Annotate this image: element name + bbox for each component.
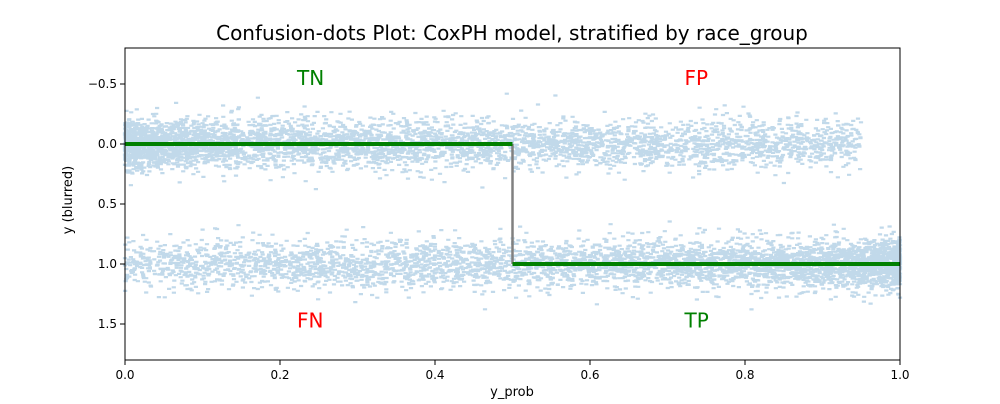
series-class-1 xyxy=(122,220,903,311)
x-tick-label: 0.4 xyxy=(425,368,444,382)
points-layer xyxy=(122,92,903,311)
x-tick-label: 0.2 xyxy=(270,368,289,382)
chart-title: Confusion-dots Plot: CoxPH model, strati… xyxy=(216,21,808,45)
x-tick-label: 1.0 xyxy=(890,368,909,382)
axes: 0.0 0.2 0.4 0.6 0.8 1.0 −0.5 0.0 0.5 1.0 1.5 xyxy=(88,47,910,382)
quadrant-labels: TN FP FN TP xyxy=(296,66,709,332)
y-tick-label: 1.5 xyxy=(98,317,117,331)
y-tick-label: 0.5 xyxy=(98,197,117,211)
y-tick-label: 1.0 xyxy=(98,257,117,271)
series-class-0 xyxy=(122,92,864,191)
y-tick-label: −0.5 xyxy=(88,77,117,91)
x-tick-label: 0.6 xyxy=(580,368,599,382)
x-tick-label: 0.8 xyxy=(735,368,754,382)
x-axis-label: y_prob xyxy=(490,385,534,400)
scatter-points-class-0 xyxy=(122,92,864,191)
y-axis-label: y (blurred) xyxy=(61,166,76,235)
threshold-lines xyxy=(125,142,900,266)
quadrant-label-fp: FP xyxy=(685,66,709,90)
quadrant-label-tp: TP xyxy=(684,308,709,332)
y-tick-label: 0.0 xyxy=(98,137,117,151)
x-tick-label: 0.0 xyxy=(115,368,134,382)
quadrant-label-tn: TN xyxy=(296,66,324,90)
scatter-points-class-1 xyxy=(122,220,903,311)
quadrant-label-fn: FN xyxy=(297,308,323,332)
